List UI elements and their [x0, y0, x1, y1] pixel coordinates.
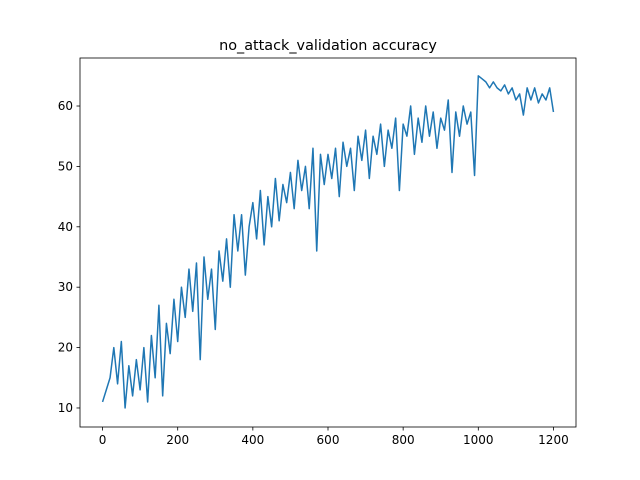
x-tick-label: 200 [166, 433, 189, 447]
y-tick-label: 60 [58, 99, 73, 113]
y-tick-label: 40 [58, 220, 73, 234]
x-tick-label: 1200 [538, 433, 569, 447]
y-tick-label: 30 [58, 280, 73, 294]
x-tick-label: 600 [317, 433, 340, 447]
y-tick-label: 20 [58, 341, 73, 355]
y-tick-label: 10 [58, 401, 73, 415]
x-tick-label: 800 [392, 433, 415, 447]
x-tick-label: 0 [99, 433, 107, 447]
x-tick-label: 1000 [463, 433, 494, 447]
y-tick-label: 50 [58, 159, 73, 173]
plot-frame [79, 57, 577, 428]
x-tick-label: 400 [241, 433, 264, 447]
chart-title: no_attack_validation accuracy [219, 38, 437, 54]
data-line [101, 75, 555, 409]
